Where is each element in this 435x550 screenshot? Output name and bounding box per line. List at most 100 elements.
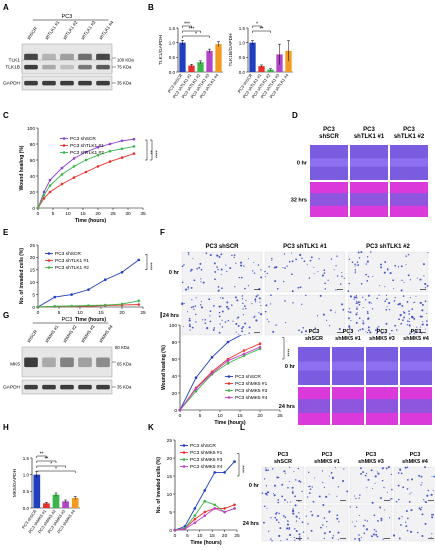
cell-dot: [350, 319, 352, 322]
bar: [215, 44, 222, 72]
band: [24, 80, 38, 86]
cell-dot: [331, 477, 334, 480]
cell-dot: [362, 471, 365, 474]
cell-dot: [276, 476, 279, 479]
sig-bracket: [182, 35, 210, 38]
cell-dot: [400, 279, 402, 281]
cell-dot: [308, 277, 311, 279]
cell-dot: [355, 498, 357, 500]
column-header: shMK5 #1: [314, 459, 340, 465]
cell-dot: [351, 261, 354, 264]
marker-label: 75 KDa: [117, 65, 132, 70]
row-label: 24 hrs: [279, 404, 295, 410]
cell-dot: [281, 495, 284, 498]
cell-dot: [355, 506, 358, 509]
cell-dot: [275, 324, 277, 326]
cell-dot: [260, 305, 262, 307]
cell-dot: [421, 506, 423, 509]
cell-dot: [288, 466, 291, 468]
y-tick-label: 0.0: [23, 506, 30, 511]
y-tick-label: 20: [30, 255, 36, 261]
cell-dot: [282, 515, 285, 517]
micrograph: [349, 504, 393, 542]
cell-dot: [420, 484, 422, 486]
line-chart-invasion-tlk1: 0 5 10 15 20 25 0 5 10 15 20 25 Time (hours) No. of i…: [19, 243, 153, 323]
data-point: [213, 507, 216, 510]
cell-dot: [218, 256, 221, 258]
cell-dot: [261, 492, 264, 494]
cell-dot: [360, 472, 363, 475]
cell-dot: [379, 497, 382, 499]
wound-gap: [332, 399, 364, 413]
cell-dot: [383, 509, 386, 511]
cell-dot: [348, 308, 351, 310]
sig-bracket: [36, 465, 66, 468]
sig-bracket: [282, 337, 285, 360]
data-point: [242, 352, 246, 356]
legend-label: PC3 shSCR: [190, 443, 216, 449]
cell-dot: [384, 300, 387, 303]
cell-dot: [242, 325, 244, 328]
x-axis-label: Time (hours): [214, 420, 246, 426]
cell-dot: [426, 284, 429, 287]
data-point: [203, 514, 207, 517]
row-label: 0 hr: [249, 483, 260, 489]
cell-dot: [191, 299, 193, 301]
cell-dot: [380, 519, 383, 522]
cell-dot: [348, 325, 351, 328]
cell-dot: [206, 327, 209, 330]
cell-dot: [381, 332, 384, 334]
cell-dot: [421, 323, 424, 326]
cell-dot: [419, 508, 422, 511]
cell-dot: [195, 321, 197, 323]
cell-dot: [220, 297, 222, 299]
cell-dot: [231, 254, 233, 257]
cell-dot: [358, 303, 361, 306]
cell-dot: [400, 289, 403, 292]
cell-dot: [349, 327, 351, 329]
x-tick-label: 0: [174, 533, 177, 539]
data-point: [213, 471, 216, 474]
cell-dot: [252, 270, 254, 272]
cell-dot: [410, 509, 413, 512]
cell-dot: [383, 486, 385, 489]
cell-dot: [270, 517, 272, 519]
cell-dot: [302, 531, 305, 533]
cell-dot: [218, 315, 221, 318]
band: [96, 64, 110, 70]
legend-label: PC3 shMK5 #4: [190, 464, 223, 470]
cell-dot: [182, 326, 184, 328]
cell-dot: [398, 318, 400, 321]
data-point: [242, 349, 246, 352]
cell-dot: [227, 307, 230, 310]
wound-gap: [400, 361, 432, 371]
column-header: shSCR: [274, 459, 292, 465]
cell-dot: [405, 521, 407, 523]
legend-marker: [227, 396, 231, 399]
cell-dot: [387, 491, 389, 493]
panel-letter-e: E: [3, 228, 9, 237]
cell-dot: [372, 533, 375, 536]
cell-dot: [347, 311, 349, 313]
cell-dot: [409, 331, 411, 333]
cell-dot: [377, 472, 380, 475]
x-tick-label: 15: [80, 211, 86, 217]
cell-dot: [298, 536, 301, 538]
cell-dot: [354, 272, 356, 274]
y-tick-label: 100: [27, 126, 35, 132]
cell-dot: [408, 310, 410, 312]
cell-dot: [398, 517, 401, 520]
band: [78, 64, 92, 70]
cell-dot: [426, 494, 429, 497]
cell-dot: [335, 265, 337, 267]
cell-dot: [420, 475, 423, 478]
cell-dot: [306, 496, 309, 498]
cell-dot: [214, 278, 216, 281]
cell-dot: [424, 287, 427, 289]
cell-dot: [270, 303, 272, 305]
cell-dot: [328, 530, 331, 533]
cell-dot: [330, 472, 333, 474]
cell-dot: [268, 321, 270, 323]
cell-dot: [385, 467, 388, 470]
cell-dot: [286, 527, 289, 530]
